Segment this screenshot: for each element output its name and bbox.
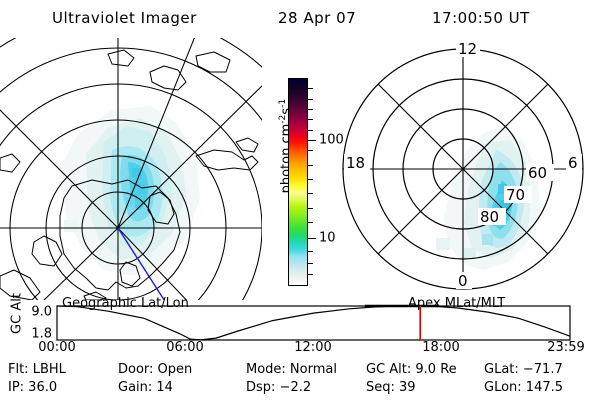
apex-mlat-mlt-panel[interactable]: 80 70 60 12 18 6 0 Apex MLat/MLT bbox=[332, 38, 594, 311]
orbit-ytick-max: 9.0 bbox=[31, 304, 52, 320]
colorbar-minor-tick bbox=[307, 263, 313, 265]
colorbar-unit-exp2: -1 bbox=[277, 98, 288, 108]
aurora-emission-geographic bbox=[60, 106, 200, 276]
status-mode: Mode: Normal bbox=[246, 362, 337, 377]
observation-time: 17:00:50 UT bbox=[432, 9, 530, 27]
colorbar-major-tick bbox=[307, 237, 316, 239]
mlat-ring-labels: 80 70 60 bbox=[478, 164, 554, 226]
colorbar-minor-tick bbox=[307, 273, 313, 275]
colorbar-minor-tick bbox=[307, 222, 313, 224]
geographic-plot-content bbox=[0, 38, 262, 300]
status-gain: Gain: 14 bbox=[118, 380, 173, 395]
page-title: Ultraviolet Imager bbox=[52, 9, 197, 27]
colorbar-minor-tick bbox=[307, 129, 313, 131]
status-gc-alt: GC Alt: 9.0 Re bbox=[366, 362, 457, 377]
colorbar-gradient bbox=[289, 79, 307, 285]
colorbar-gradient-box bbox=[288, 78, 308, 286]
mlt-label-0: 0 bbox=[458, 272, 468, 290]
mlt-label-12: 12 bbox=[458, 40, 477, 58]
colorbar-tick-label-100: 100 bbox=[319, 132, 344, 148]
colorbar-minor-tick bbox=[307, 193, 313, 195]
geographic-image-panel[interactable]: Geographic Lat/Lon bbox=[0, 38, 262, 311]
mlt-hour-labels: 12 18 6 0 bbox=[344, 40, 582, 290]
colorbar-unit-exp1: -2 bbox=[277, 114, 288, 124]
colorbar-minor-tick bbox=[307, 150, 313, 152]
status-ip: IP: 36.0 bbox=[8, 380, 58, 395]
orbit-xtick-3: 18:00 bbox=[422, 340, 460, 355]
colorbar-minor-tick bbox=[307, 251, 313, 253]
colorbar-major-tick bbox=[307, 139, 316, 141]
terminator-line bbox=[117, 227, 165, 300]
header-bar: Ultraviolet Imager 28 Apr 07 17:00:50 UT bbox=[0, 6, 600, 32]
status-glat: GLat: −71.7 bbox=[484, 362, 563, 377]
observation-date: 28 Apr 07 bbox=[278, 9, 357, 27]
mlt-spokes bbox=[343, 49, 583, 289]
status-glon: GLon: 147.5 bbox=[484, 380, 564, 395]
status-seq: Seq: 39 bbox=[366, 380, 416, 395]
status-door: Door: Open bbox=[118, 362, 193, 377]
colorbar-minor-tick bbox=[307, 108, 313, 110]
mlat-label-60: 60 bbox=[528, 164, 547, 182]
status-dsp: Dsp: −2.2 bbox=[246, 380, 312, 395]
colorbar-minor-tick bbox=[307, 207, 313, 209]
mlat-label-80: 80 bbox=[480, 208, 499, 226]
mlt-label-6: 6 bbox=[568, 154, 578, 172]
mlt-label-18: 18 bbox=[346, 154, 365, 172]
colorbar: photon cm-2s-1 100 10 bbox=[252, 60, 344, 300]
colorbar-minor-tick bbox=[307, 164, 313, 166]
status-footer: Flt: LBHL IP: 36.0 Door: Open Gain: 14 M… bbox=[0, 362, 600, 400]
mlat-label-70: 70 bbox=[506, 186, 525, 204]
colorbar-minor-tick bbox=[307, 178, 313, 180]
orbit-xtick-4: 23:59 bbox=[547, 340, 585, 355]
orbit-altitude-trace bbox=[56, 305, 571, 341]
colorbar-minor-tick bbox=[307, 88, 313, 90]
orbit-plot-frame bbox=[56, 305, 571, 341]
orbit-xtick-1: 06:00 bbox=[166, 340, 204, 355]
coastline-outlines bbox=[0, 49, 259, 300]
orbit-xtick-0: 00:00 bbox=[38, 340, 76, 355]
orbit-ytick-min: 1.8 bbox=[31, 326, 52, 342]
colorbar-minor-tick bbox=[307, 119, 313, 121]
colorbar-minor-tick bbox=[307, 98, 313, 100]
orbit-xtick-2: 12:00 bbox=[294, 340, 332, 355]
left-panel-caption: Geographic Lat/Lon bbox=[62, 296, 189, 311]
status-filter: Flt: LBHL bbox=[8, 362, 66, 377]
orbit-altitude-plot[interactable]: GC Alt 9.0 1.8 00:00 06:00 12:00 18:00 2… bbox=[0, 293, 600, 356]
colorbar-tick-label-10: 10 bbox=[319, 230, 336, 246]
